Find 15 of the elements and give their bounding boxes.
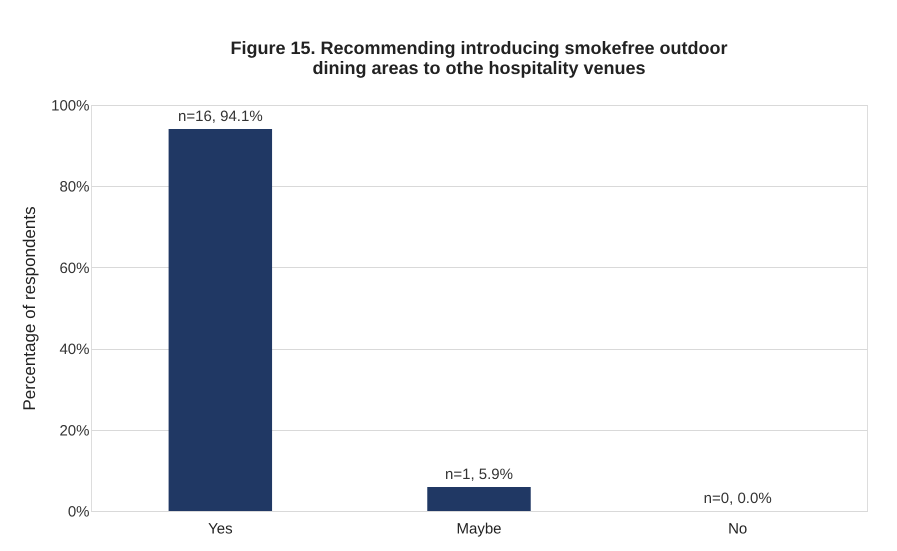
x-tick-label: No [728,520,748,538]
data-label: n=0, 0.0% [704,490,772,507]
y-tick-label: 40% [59,341,90,358]
y-tick-label: 20% [59,422,90,440]
x-tick-label: Yes [208,520,233,538]
y-tick-label: 60% [59,260,90,277]
data-label: n=1, 5.9% [445,466,513,484]
y-axis-title: Percentage of respondents [20,206,40,411]
y-tick-label: 80% [59,178,90,196]
text: dining areas to othe hospitality venues [312,58,646,78]
y-tick-label: 0% [68,504,90,520]
x-tick-label: Maybe [456,520,502,538]
text: Figure 15. Recommending introducing smokefree outdoor [230,38,728,58]
data-label: n=16, 94.1% [178,108,263,125]
y-tick-label: 100% [51,98,90,114]
